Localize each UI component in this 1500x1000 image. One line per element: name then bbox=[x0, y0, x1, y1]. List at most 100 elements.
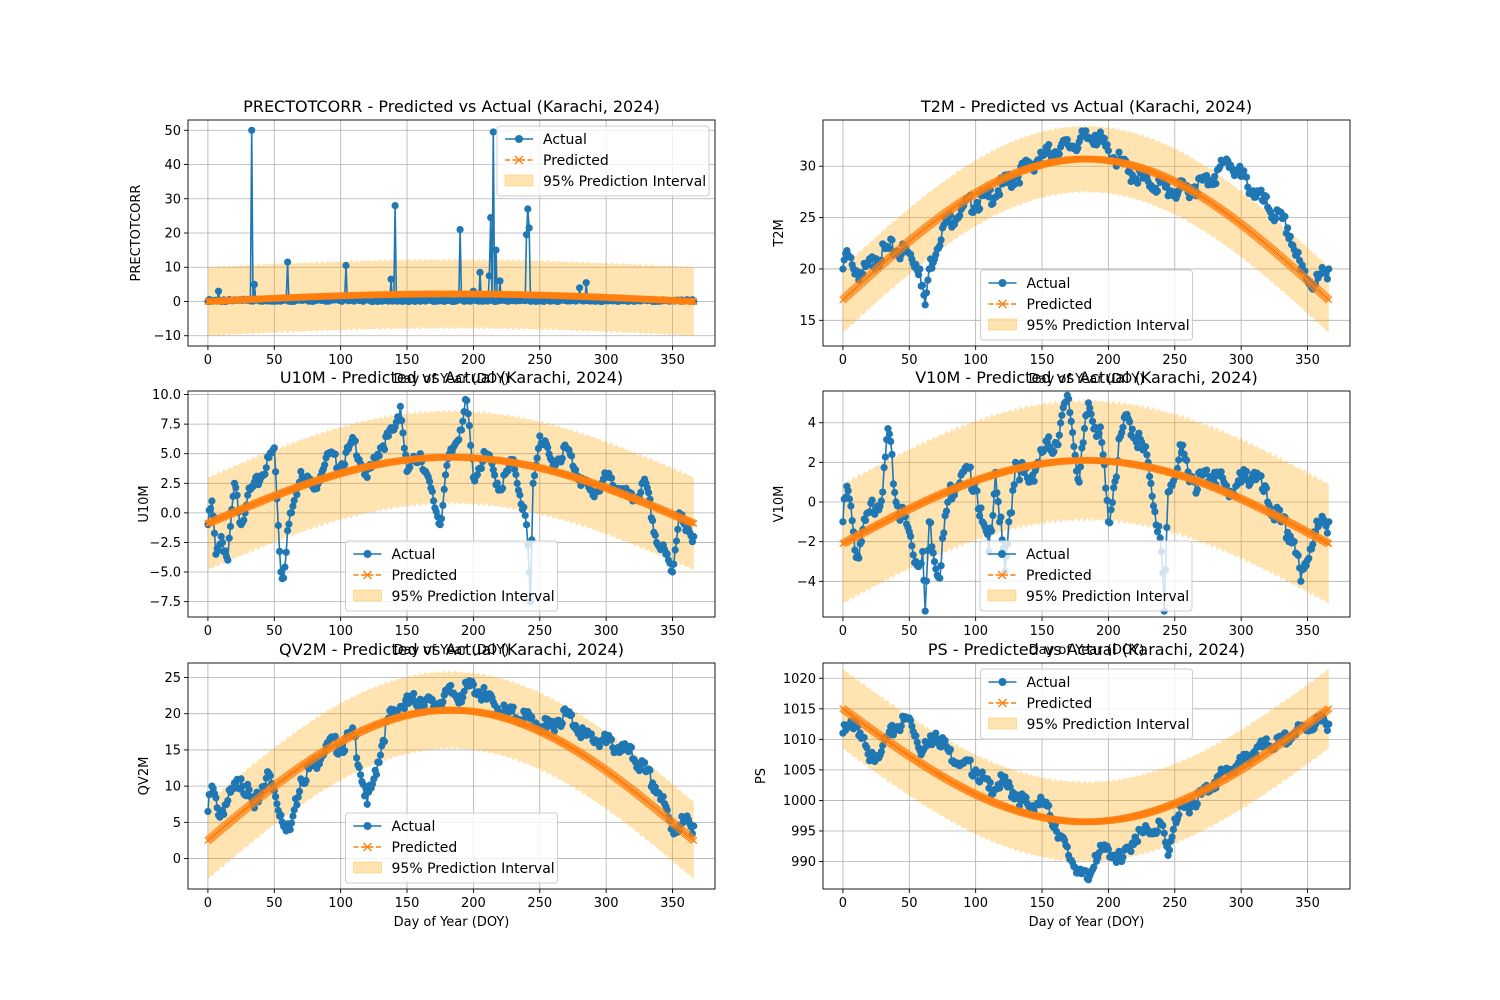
x-tick-label: 250 bbox=[1162, 353, 1187, 368]
actual-marker bbox=[1281, 212, 1289, 221]
actual-marker bbox=[492, 246, 500, 254]
actual-marker bbox=[1217, 468, 1225, 476]
y-tick-label: 25 bbox=[799, 211, 816, 226]
legend-label-actual: Actual bbox=[1027, 675, 1071, 691]
y-tick-label: 1005 bbox=[783, 763, 816, 778]
actual-marker bbox=[1080, 424, 1089, 433]
x-tick-label: 150 bbox=[1030, 353, 1055, 368]
x-tick-label: 50 bbox=[901, 896, 918, 911]
actual-marker bbox=[272, 793, 280, 801]
actual-marker bbox=[476, 268, 484, 276]
axes-frame bbox=[822, 119, 1351, 347]
chart-title: PRECTOTCORR - Predicted vs Actual (Karac… bbox=[243, 97, 660, 116]
actual-marker bbox=[289, 812, 297, 820]
chart-panel-3: 0 50 100 150 200 250 300 350−7.5−5.0−2.50.02.55… bbox=[137, 368, 716, 658]
actual-marker bbox=[544, 444, 552, 452]
x-axis-label: Day of Year (DOY) bbox=[394, 372, 510, 387]
legend-actual-marker bbox=[363, 550, 372, 558]
x-tick-label: 200 bbox=[1096, 624, 1121, 639]
actual-marker bbox=[1142, 443, 1150, 451]
legend-predicted-marker bbox=[363, 570, 372, 580]
x-tick-label: 200 bbox=[461, 353, 486, 368]
actual-marker bbox=[469, 681, 477, 689]
legend-predicted-marker bbox=[514, 155, 524, 165]
actual-marker bbox=[993, 489, 1001, 497]
x-tick-label: 350 bbox=[1295, 353, 1320, 368]
actual-marker bbox=[880, 464, 888, 472]
y-tick-label: 10 bbox=[164, 261, 181, 276]
actual-marker bbox=[587, 730, 596, 738]
actual-marker bbox=[1156, 534, 1164, 542]
plot-area bbox=[839, 391, 1333, 615]
legend-actual-marker bbox=[998, 550, 1006, 558]
actual-marker bbox=[273, 800, 281, 808]
actual-marker bbox=[521, 297, 529, 305]
actual-marker bbox=[321, 461, 329, 469]
actual-marker bbox=[986, 778, 994, 787]
actual-marker bbox=[1065, 395, 1073, 403]
actual-marker bbox=[891, 488, 899, 497]
actual-marker bbox=[487, 214, 495, 222]
actual-marker bbox=[1240, 167, 1248, 175]
y-tick-label: 990 bbox=[791, 855, 816, 870]
actual-marker bbox=[1015, 476, 1024, 484]
actual-marker bbox=[1262, 484, 1270, 492]
actual-marker bbox=[1193, 486, 1201, 494]
actual-marker bbox=[1075, 478, 1083, 486]
actual-marker bbox=[877, 497, 886, 505]
x-tick-label: 0 bbox=[204, 624, 212, 639]
actual-marker bbox=[1179, 441, 1187, 449]
actual-marker bbox=[1185, 194, 1193, 202]
axes-frame bbox=[187, 662, 716, 890]
actual-marker bbox=[1045, 141, 1053, 149]
actual-marker bbox=[868, 496, 876, 504]
actual-marker bbox=[293, 491, 301, 499]
x-tick-label: 250 bbox=[527, 624, 552, 639]
actual-marker bbox=[879, 488, 887, 496]
predicted-marker bbox=[690, 519, 698, 528]
actual-marker bbox=[229, 785, 237, 793]
actual-marker bbox=[410, 689, 418, 698]
actual-marker bbox=[928, 264, 936, 272]
x-tick-label: 350 bbox=[660, 624, 685, 639]
actual-marker bbox=[932, 565, 940, 573]
actual-marker bbox=[976, 512, 984, 520]
legend-label-interval: 95% Prediction Interval bbox=[392, 861, 555, 877]
actual-marker bbox=[1079, 439, 1087, 447]
actual-marker bbox=[1115, 148, 1123, 156]
actual-marker bbox=[1163, 523, 1171, 532]
x-tick-label: 250 bbox=[1162, 624, 1187, 639]
actual-marker bbox=[1108, 499, 1116, 507]
legend-label-predicted: Predicted bbox=[1027, 696, 1093, 712]
x-axis-label: Day of Year (DOY) bbox=[394, 915, 510, 930]
predicted-marker bbox=[1325, 296, 1333, 304]
actual-marker bbox=[916, 265, 924, 273]
legend-predicted-marker bbox=[998, 299, 1007, 309]
legend-label-predicted: Predicted bbox=[392, 568, 458, 584]
actual-marker bbox=[262, 464, 270, 472]
actual-marker bbox=[293, 801, 301, 809]
actual-marker bbox=[516, 491, 524, 499]
predicted-marker bbox=[690, 297, 698, 306]
y-axis-label: T2M bbox=[772, 219, 787, 247]
actual-marker bbox=[513, 479, 521, 487]
y-tick-label: 1000 bbox=[783, 794, 816, 809]
actual-marker bbox=[1015, 179, 1024, 187]
actual-marker bbox=[525, 224, 533, 232]
actual-marker bbox=[1070, 442, 1078, 451]
actual-marker bbox=[1169, 825, 1177, 834]
actual-marker bbox=[1010, 481, 1018, 489]
actual-marker bbox=[290, 496, 298, 505]
actual-marker bbox=[1149, 502, 1158, 510]
actual-marker bbox=[1242, 173, 1251, 181]
actual-marker bbox=[885, 430, 894, 438]
actual-marker bbox=[1175, 811, 1183, 819]
legend-label-actual: Actual bbox=[543, 132, 587, 148]
actual-marker bbox=[1325, 518, 1333, 526]
actual-marker bbox=[847, 254, 855, 262]
actual-marker bbox=[907, 532, 915, 540]
actual-marker bbox=[1128, 425, 1136, 433]
actual-marker bbox=[399, 429, 407, 437]
actual-marker bbox=[919, 281, 927, 289]
y-tick-label: 4 bbox=[808, 416, 816, 431]
